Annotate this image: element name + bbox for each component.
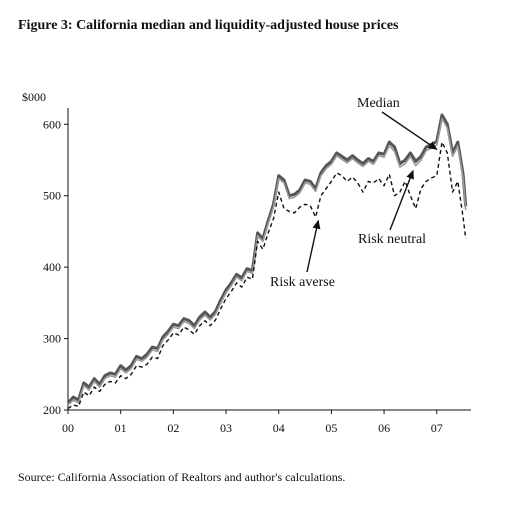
x-tick-label: 03 [220, 421, 232, 435]
chart-annotations: Median Risk neutral Risk averse [270, 96, 438, 290]
x-tick-label: 07 [431, 421, 443, 435]
x-tick-label: 05 [325, 421, 337, 435]
series-line-risk-averse [67, 141, 467, 410]
x-tick-label: 02 [167, 421, 179, 435]
x-tick-label: 04 [273, 421, 285, 435]
y-tick-label: 500 [43, 189, 61, 203]
annotation-risk-neutral-label: Risk neutral [358, 232, 426, 247]
series-line-risk-neutral [67, 117, 467, 406]
annotation-median-label: Median [357, 96, 400, 111]
figure-source: Source: California Association of Realto… [18, 470, 346, 484]
y-axis-ticks: 200 300 400 500 600 [43, 117, 68, 417]
x-tick-label: 06 [378, 421, 390, 435]
y-tick-label: 600 [43, 117, 61, 131]
annotation-median-arrow [381, 111, 438, 150]
annotation-risk-averse-arrow [306, 219, 321, 273]
y-tick-label: 300 [43, 332, 61, 346]
annotation-risk-neutral-arrow [389, 169, 414, 231]
chart-axes [67, 108, 471, 411]
y-tick-label: 400 [43, 260, 61, 274]
y-tick-label: 200 [43, 403, 61, 417]
chart-series [66, 113, 468, 410]
x-axis-ticks: 00 01 02 03 04 05 06 07 [62, 410, 443, 435]
series-line-median [66, 113, 468, 404]
figure-title: Figure 3: California median and liquidit… [18, 18, 399, 33]
x-tick-label: 01 [115, 421, 127, 435]
annotation-risk-averse-label: Risk averse [270, 275, 335, 290]
x-tick-label: 00 [62, 421, 74, 435]
y-unit-label: $000 [22, 90, 46, 104]
